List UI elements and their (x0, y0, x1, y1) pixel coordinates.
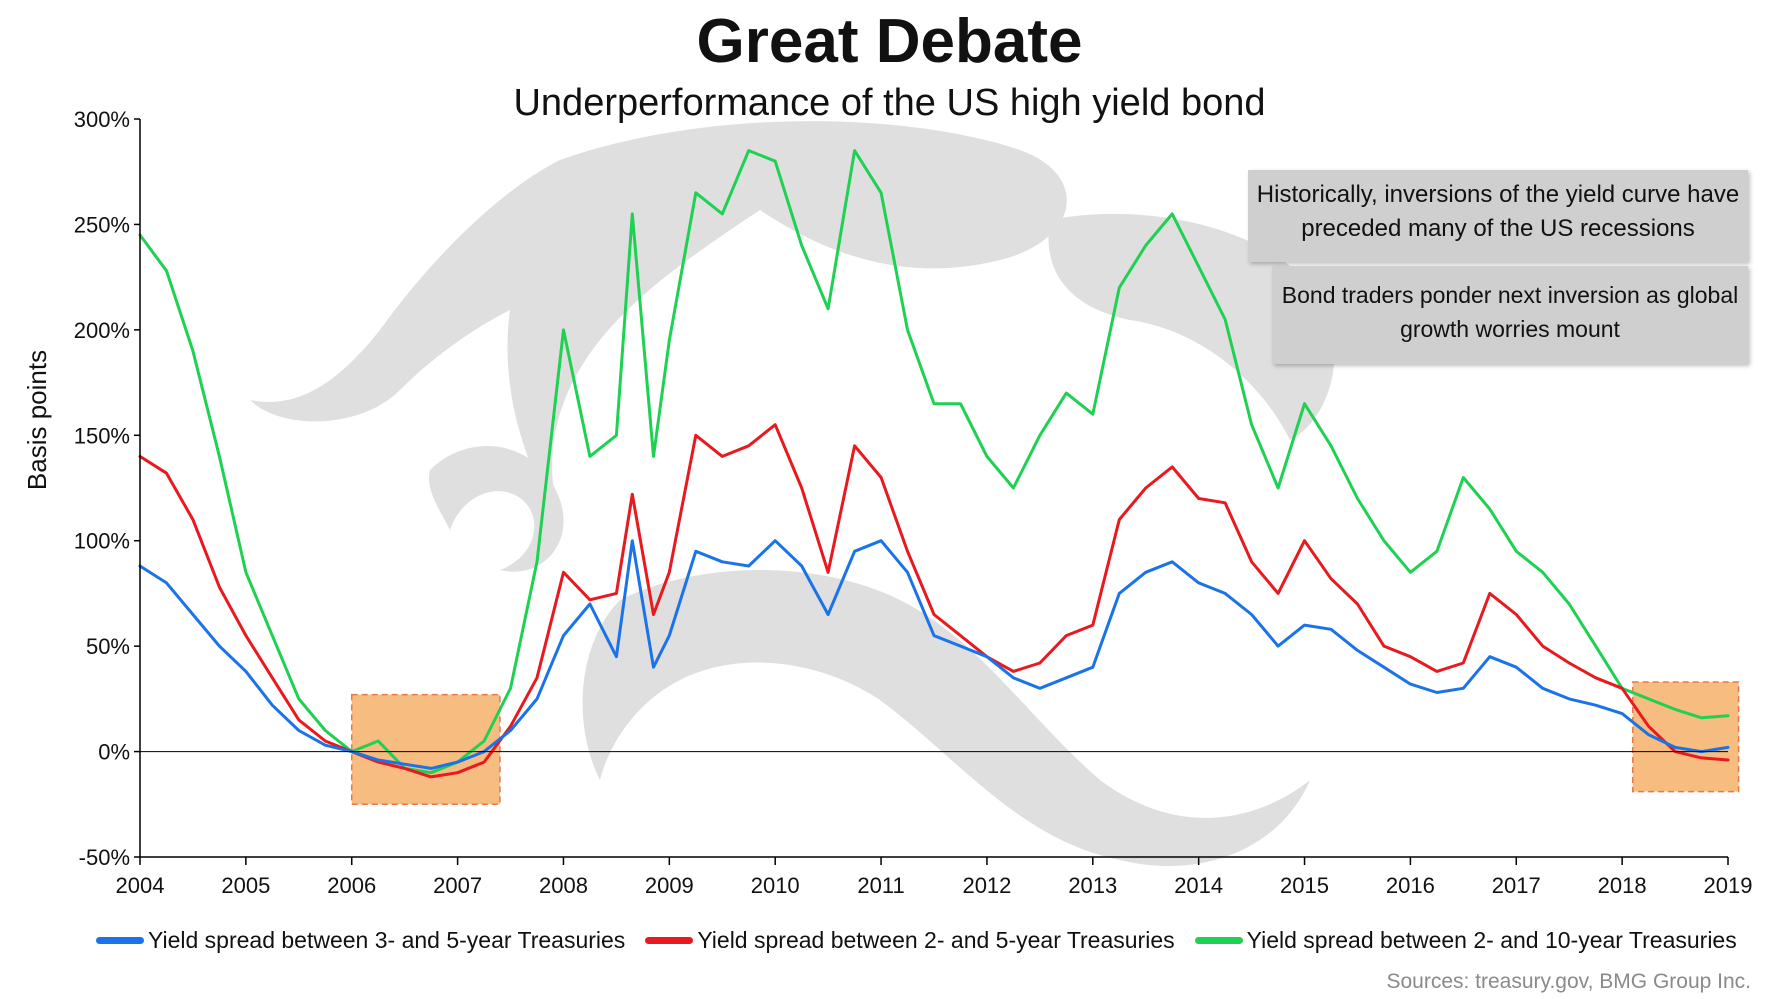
legend-label: Yield spread between 3- and 5-year Treas… (148, 926, 626, 953)
x-tick-label: 2007 (433, 873, 482, 898)
series-line-2 (138, 423, 1730, 779)
x-tick-label: 2013 (1068, 873, 1117, 898)
x-tick-label: 2016 (1386, 873, 1435, 898)
y-tick-label: 150% (74, 423, 130, 448)
annotation-box-bond-traders: Bond traders ponder next inversion as gl… (1272, 266, 1748, 364)
legend: Yield spread between 3- and 5-year Treas… (96, 922, 1756, 958)
chart-title: Great Debate (696, 7, 1083, 76)
x-tick-label: 2019 (1704, 873, 1753, 898)
highlight-region-1 (350, 693, 501, 806)
legend-item-3-5-year: Yield spread between 3- and 5-year Treas… (96, 927, 625, 954)
x-tick-label: 2008 (539, 873, 588, 898)
y-tick-label: 0% (98, 740, 130, 765)
legend-label: Yield spread between 2- and 10-year Trea… (1246, 926, 1737, 953)
x-tick-label: 2009 (645, 873, 694, 898)
chart-subtitle: Underperformance of the US high yield bo… (513, 82, 1266, 124)
y-tick-label: 300% (74, 107, 130, 132)
y-tick-label: 200% (74, 318, 130, 343)
x-tick-label: 2012 (962, 873, 1011, 898)
x-tick-label: 2018 (1598, 873, 1647, 898)
series-line-1 (138, 539, 1730, 770)
y-tick-label: 100% (74, 529, 130, 554)
legend-item-2-10-year: Yield spread between 2- and 10-year Trea… (1194, 926, 1737, 954)
legend-item-2-5-year: Yield spread between 2- and 5-year Treas… (645, 926, 1175, 954)
legend-swatch-red (645, 936, 694, 944)
watermark-shape (250, 121, 1067, 520)
x-tick-label: 2014 (1174, 873, 1223, 898)
legend-label: Yield spread between 2- and 5-year Treas… (697, 926, 1175, 953)
x-tick-label: 2005 (221, 873, 270, 898)
annotation-box-recessions: Historically, inversions of the yield cu… (1248, 170, 1748, 262)
x-tick-label: 2010 (751, 873, 800, 898)
y-tick-label: 50% (86, 634, 130, 659)
watermark-shape (1048, 213, 1335, 440)
y-tick-label: -50% (79, 845, 130, 870)
x-tick-label: 2011 (857, 873, 904, 898)
watermark-shape (429, 446, 564, 572)
y-axis-label: Basis points (22, 350, 52, 490)
x-tick-label: 2004 (116, 873, 165, 898)
x-tick-label: 2017 (1492, 873, 1541, 898)
x-tick-label: 2006 (327, 873, 376, 898)
y-tick-label: 250% (74, 212, 130, 237)
source-note: Sources: treasury.gov, BMG Group Inc. (1386, 970, 1751, 993)
watermark-logo (250, 121, 1335, 867)
legend-swatch-green (1194, 936, 1243, 944)
legend-swatch-blue (96, 936, 144, 944)
x-tick-label: 2015 (1280, 873, 1329, 898)
watermark-shape (582, 570, 1310, 867)
